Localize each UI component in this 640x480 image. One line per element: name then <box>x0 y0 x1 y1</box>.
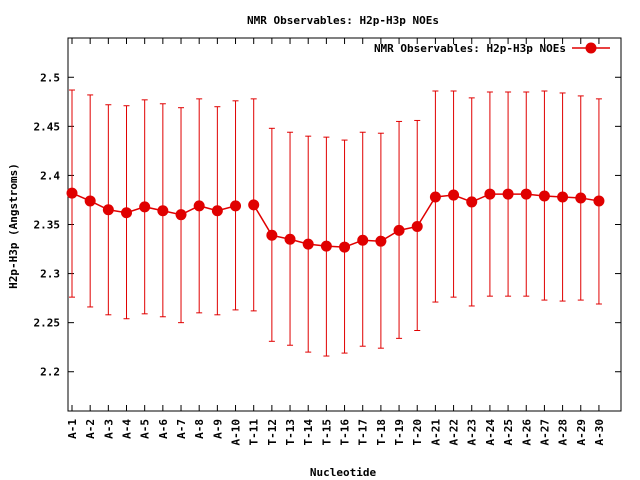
data-point <box>339 241 351 253</box>
error-bars <box>69 89 602 357</box>
data-point <box>557 191 569 203</box>
x-axis-label: Nucleotide <box>310 466 377 479</box>
data-point <box>266 229 278 241</box>
y-tick-label: 2.2 <box>40 366 60 379</box>
x-tick-label: A-2 <box>84 419 97 439</box>
data-point <box>357 234 369 246</box>
x-tick-label: A-21 <box>429 419 442 446</box>
series-line <box>253 193 600 248</box>
data-point <box>411 220 423 232</box>
data-point <box>393 224 405 236</box>
chart-title: NMR Observables: H2p-H3p NOEs <box>247 14 439 27</box>
x-tick-label: A-5 <box>139 419 152 439</box>
data-point <box>320 240 332 252</box>
data-point <box>248 199 260 211</box>
series-line <box>71 192 236 216</box>
y-tick-label: 2.3 <box>40 268 60 281</box>
data-point <box>448 189 460 201</box>
x-tick-label: A-30 <box>593 419 606 446</box>
x-tick-label: A-25 <box>502 419 515 446</box>
data-point <box>502 188 514 200</box>
x-tick-label: A-7 <box>175 419 188 439</box>
x-tick-label: T-19 <box>393 419 406 446</box>
data-point <box>520 188 532 200</box>
data-point <box>466 196 478 208</box>
data-point <box>375 235 387 247</box>
data-point <box>157 205 169 217</box>
x-tick-label: A-26 <box>520 419 533 446</box>
data-point <box>211 205 223 217</box>
x-tick-label: A-1 <box>66 419 79 439</box>
y-tick-label: 2.35 <box>34 219 61 232</box>
x-tick-label: A-6 <box>157 419 170 439</box>
x-tick-label: A-24 <box>484 419 497 446</box>
x-axis-ticks: A-1 A-2 A-3 A-4 A-5 A-6 A-7 A-8 A-9 A-10 T-11 T-12 T… <box>66 38 606 446</box>
data-point <box>302 238 314 250</box>
data-point <box>84 195 96 207</box>
y-axis-ticks: 2.2 2.25 2.3 2.35 2.4 2.45 2.5 <box>34 71 621 379</box>
x-tick-label: A-8 <box>193 419 206 439</box>
y-tick-label: 2.4 <box>40 169 60 182</box>
data-point <box>230 200 242 212</box>
data-point <box>429 191 441 203</box>
x-tick-label: T-11 <box>248 419 261 446</box>
x-tick-label: T-15 <box>320 419 333 446</box>
data-point <box>284 233 296 245</box>
x-tick-label: A-23 <box>466 419 479 446</box>
x-tick-label: T-17 <box>357 419 370 446</box>
x-tick-label: A-22 <box>448 419 461 446</box>
x-tick-label: A-28 <box>557 419 570 446</box>
legend: NMR Observables: H2p-H3p NOEs <box>374 42 610 55</box>
x-tick-label: T-18 <box>375 419 388 446</box>
data-points <box>66 187 605 253</box>
data-point <box>139 201 151 213</box>
y-tick-label: 2.25 <box>34 317 61 330</box>
y-axis-label: H2p-H3p (Angstroms) <box>7 163 20 289</box>
y-tick-label: 2.45 <box>34 120 61 133</box>
data-point <box>484 188 496 200</box>
data-point <box>593 195 605 207</box>
x-tick-label: A-29 <box>575 419 588 446</box>
data-point <box>175 209 187 221</box>
x-tick-label: A-10 <box>230 419 243 446</box>
x-tick-label: A-3 <box>102 419 115 439</box>
data-point <box>102 204 114 216</box>
data-point <box>538 190 550 202</box>
data-point <box>193 200 205 212</box>
x-tick-label: T-12 <box>266 419 279 446</box>
series-lines <box>71 192 600 248</box>
legend-marker <box>585 42 597 54</box>
data-point <box>575 192 587 204</box>
x-tick-label: T-20 <box>411 419 424 446</box>
y-tick-label: 2.5 <box>40 71 60 84</box>
x-tick-label: T-16 <box>339 419 352 446</box>
x-tick-label: T-14 <box>302 419 315 446</box>
legend-label: NMR Observables: H2p-H3p NOEs <box>374 42 566 55</box>
data-point <box>121 207 133 219</box>
x-tick-label: A-4 <box>121 419 134 439</box>
x-tick-label: A-27 <box>538 419 551 446</box>
data-point <box>66 187 78 199</box>
x-tick-label: A-9 <box>211 419 224 439</box>
x-tick-label: T-13 <box>284 419 297 446</box>
